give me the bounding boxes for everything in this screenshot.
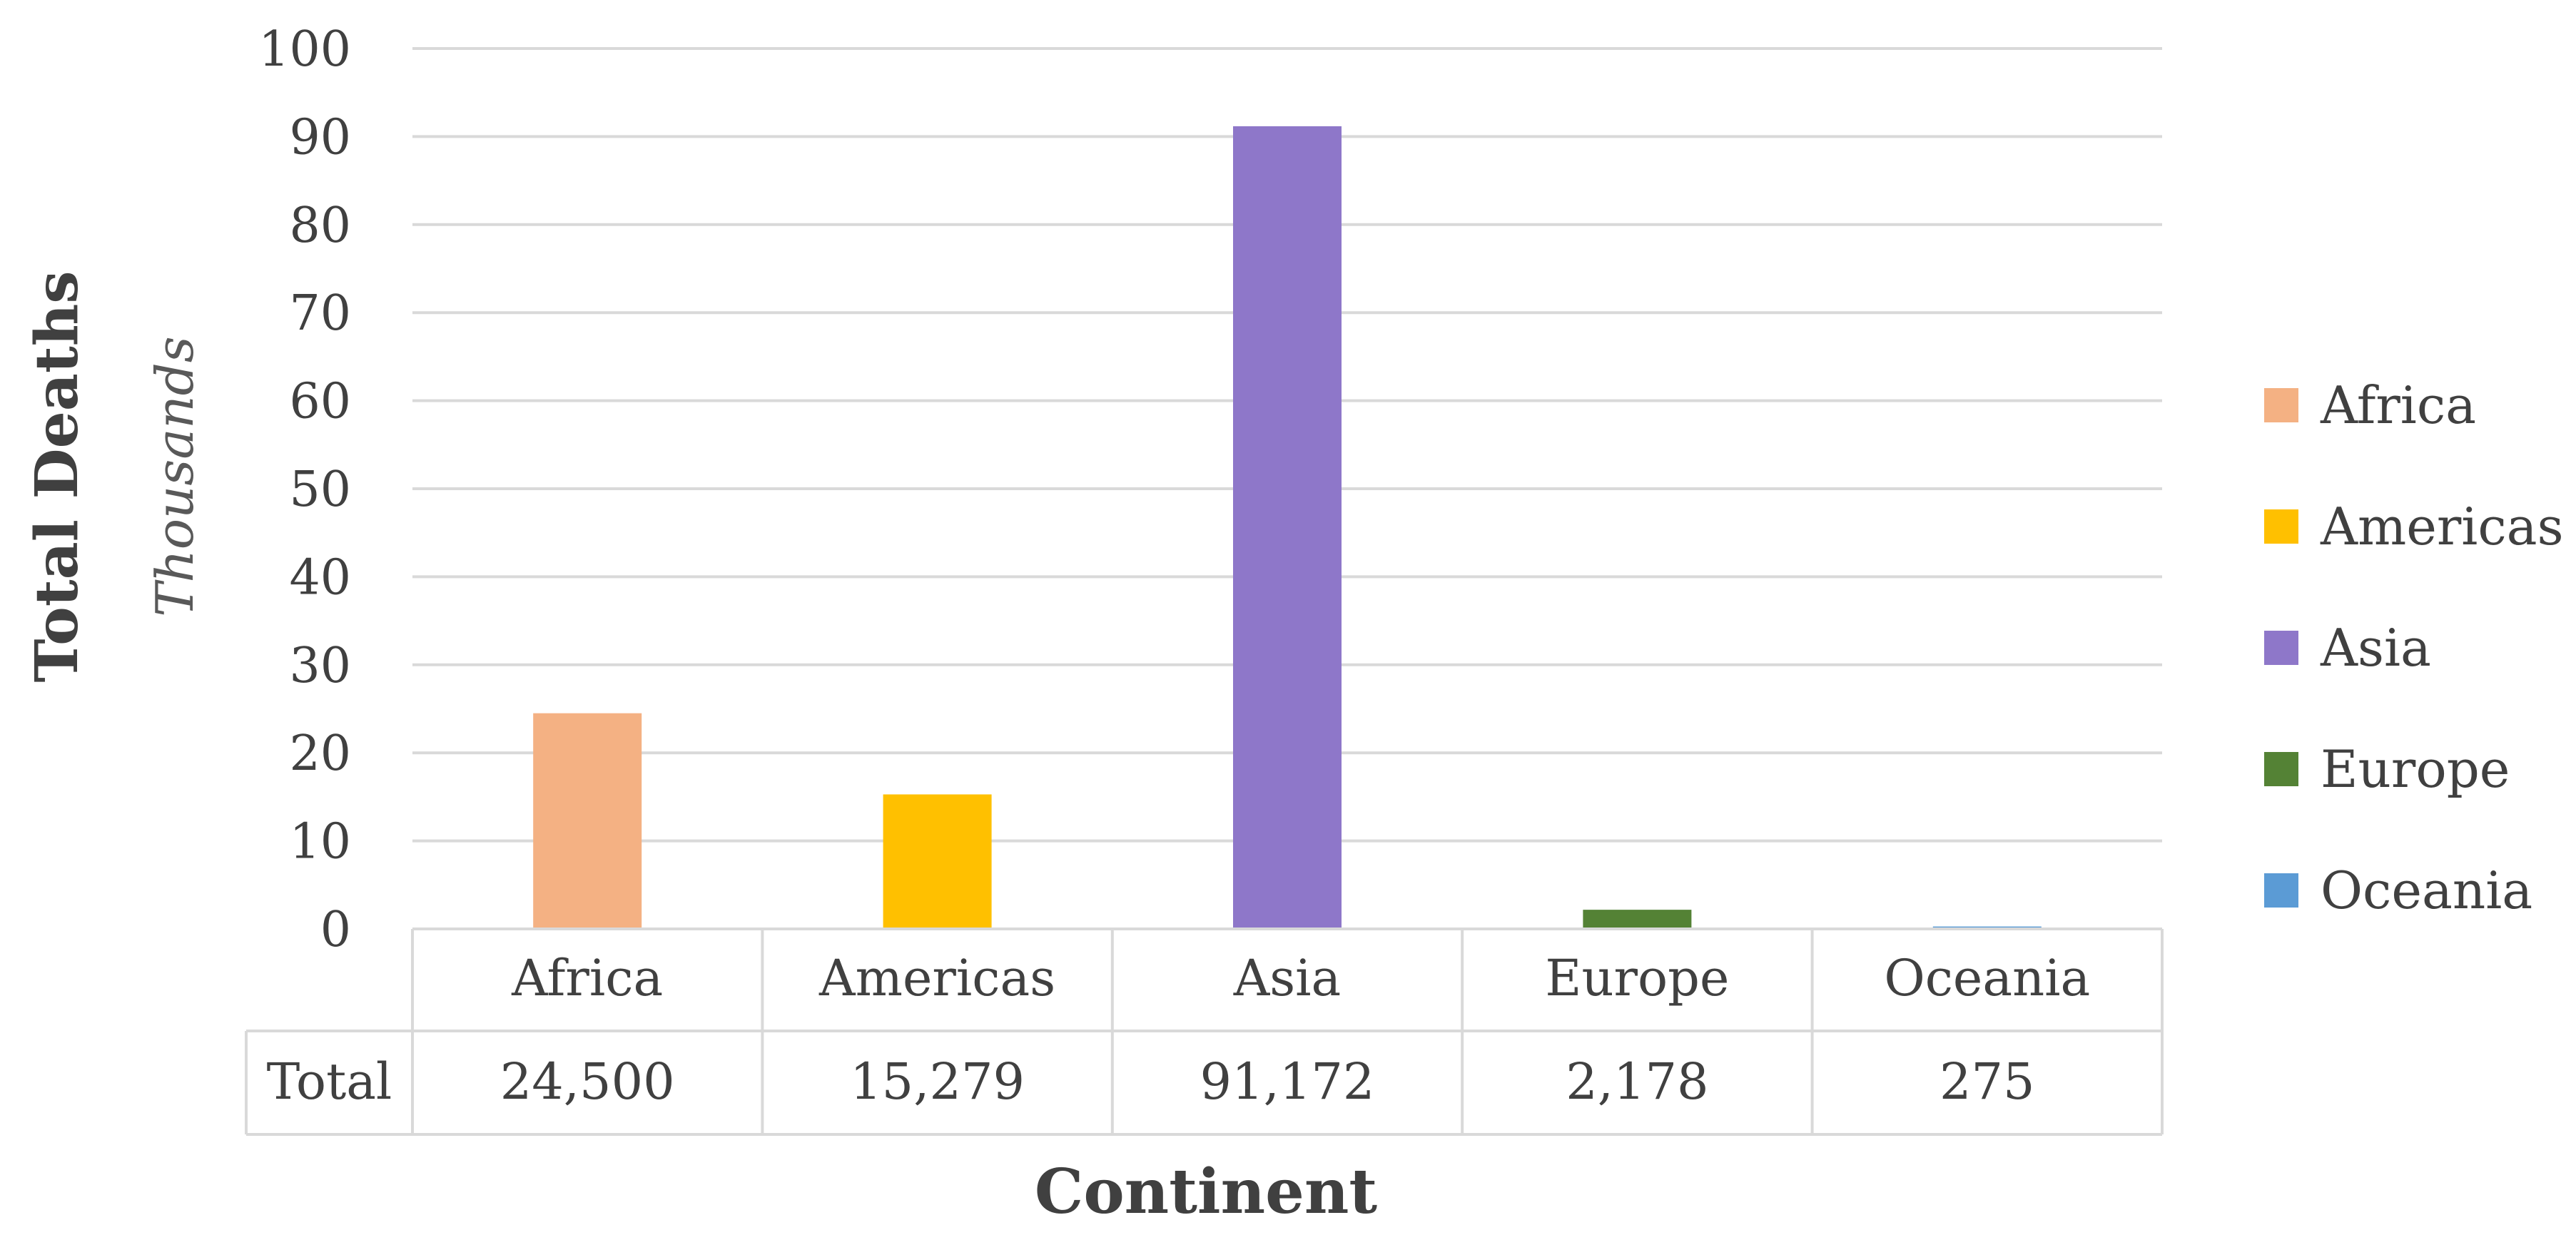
bar-asia: [1233, 126, 1342, 930]
bar-europe: [1583, 910, 1692, 929]
bars: [533, 126, 2042, 930]
table-value-cell: 15,279: [850, 1052, 1025, 1111]
y-tick-label: 90: [289, 109, 351, 166]
x-category-label: Oceania: [1884, 949, 2090, 1007]
y-tick-label: 0: [320, 902, 351, 958]
x-category-label: Europe: [1545, 949, 1729, 1007]
y-tick-label: 10: [289, 814, 351, 870]
data-table: Africa 24,500 Americas 15,279 Asia 91,172 Euro…: [245, 928, 2164, 1136]
table-value-cell: 91,172: [1200, 1052, 1375, 1111]
y-tick-label: 50: [289, 462, 351, 518]
legend-swatch: [2264, 873, 2298, 908]
legend-swatch: [2264, 631, 2298, 665]
y-axis-label: Total Deaths: [23, 270, 91, 682]
y-axis-ticks: 0 10 20 30 40 50 60 70 80 90 100: [258, 21, 351, 958]
x-category-label: Africa: [511, 949, 663, 1007]
bar-africa: [533, 713, 642, 929]
y-tick-label: 80: [289, 198, 351, 254]
x-category-label: Americas: [818, 949, 1055, 1007]
legend-label: Asia: [2320, 618, 2431, 678]
legend-swatch: [2264, 509, 2298, 544]
y-tick-label: 70: [289, 285, 351, 342]
x-category-label: Asia: [1233, 949, 1342, 1007]
table-row-label: Total: [267, 1052, 392, 1111]
y-axis-unit: Thousands: [145, 336, 205, 616]
legend-swatch: [2264, 388, 2298, 422]
y-tick-label: 20: [289, 726, 351, 782]
y-tick-label: 40: [289, 549, 351, 606]
y-tick-label: 100: [258, 21, 351, 78]
table-value-cell: 2,178: [1566, 1052, 1708, 1111]
legend-swatch: [2264, 752, 2298, 786]
bar-americas: [883, 794, 992, 929]
table-value-cell: 275: [1939, 1052, 2035, 1111]
y-tick-label: 60: [289, 374, 351, 430]
legend-label: Europe: [2321, 739, 2510, 799]
table-value-cell: 24,500: [500, 1052, 675, 1111]
y-tick-label: 30: [289, 638, 351, 694]
legend-label: Africa: [2320, 375, 2476, 435]
legend-label: Americas: [2320, 497, 2564, 557]
legend-label: Oceania: [2321, 860, 2532, 920]
legend: Africa Americas Asia Europe Oceania: [2264, 375, 2564, 920]
x-axis-label: Continent: [1035, 1156, 1377, 1228]
